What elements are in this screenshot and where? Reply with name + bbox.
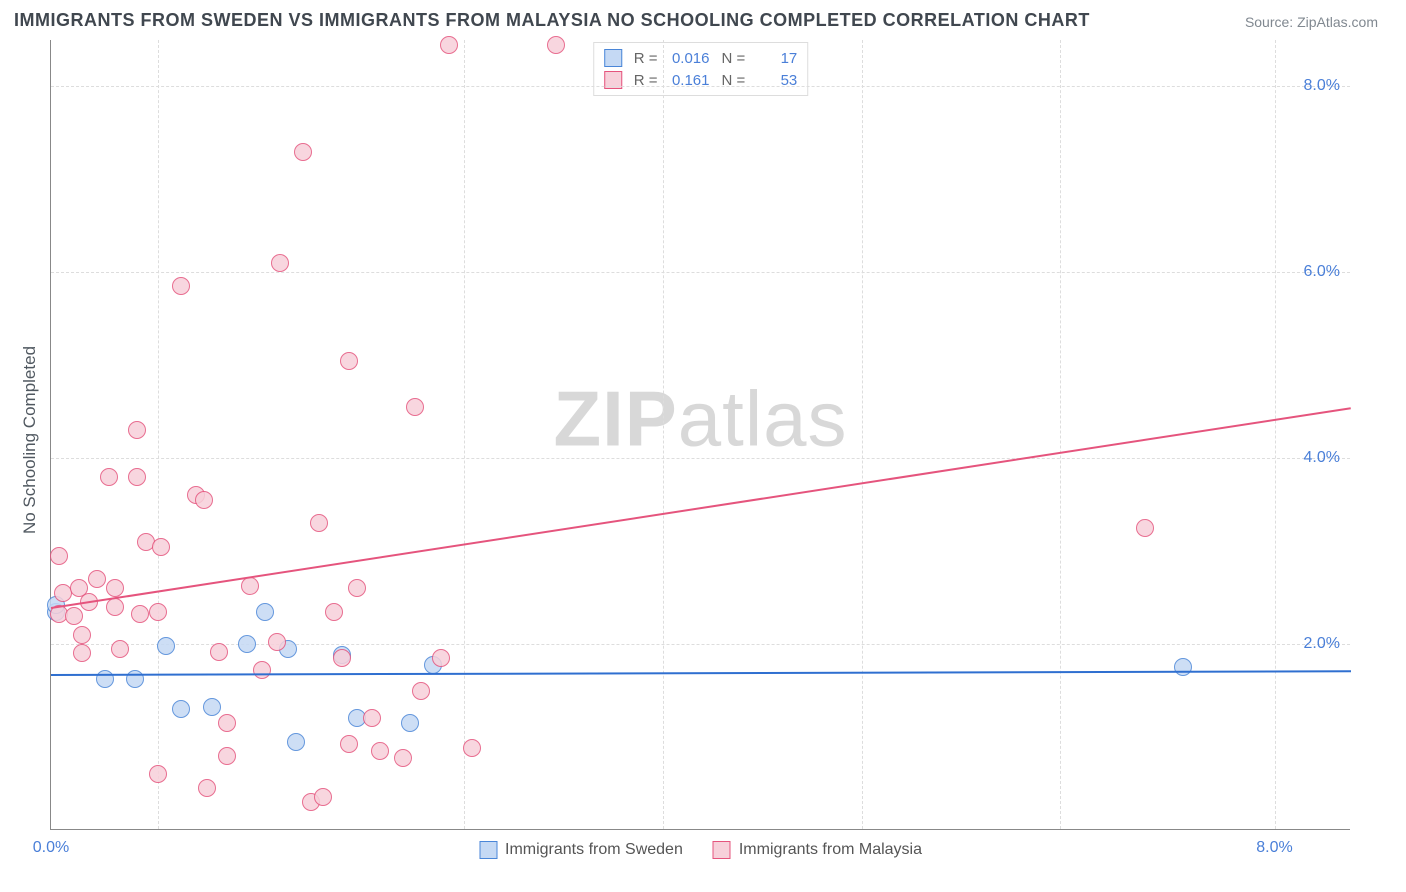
- data-point-malaysia: [73, 644, 91, 662]
- y-tick-label: 6.0%: [1304, 263, 1340, 281]
- plot-area: ZIPatlas R = 0.016 N = 17 R = 0.161 N = …: [50, 40, 1350, 830]
- legend-label: Immigrants from Sweden: [505, 841, 683, 859]
- data-point-malaysia: [271, 254, 289, 272]
- chart-title: IMMIGRANTS FROM SWEDEN VS IMMIGRANTS FRO…: [14, 10, 1090, 31]
- watermark-zip: ZIP: [553, 374, 677, 462]
- correlation-chart: IMMIGRANTS FROM SWEDEN VS IMMIGRANTS FRO…: [0, 0, 1406, 892]
- data-point-malaysia: [440, 36, 458, 54]
- data-point-malaysia: [218, 747, 236, 765]
- data-point-malaysia: [325, 603, 343, 621]
- data-point-sweden: [256, 603, 274, 621]
- source-label: Source: ZipAtlas.com: [1245, 14, 1378, 30]
- data-point-malaysia: [172, 277, 190, 295]
- data-point-malaysia: [106, 598, 124, 616]
- data-point-malaysia: [412, 682, 430, 700]
- trend-line-malaysia: [51, 407, 1351, 609]
- data-point-malaysia: [241, 577, 259, 595]
- data-point-malaysia: [210, 643, 228, 661]
- data-point-malaysia: [363, 709, 381, 727]
- data-point-malaysia: [149, 765, 167, 783]
- data-point-malaysia: [314, 788, 332, 806]
- y-tick-label: 2.0%: [1304, 635, 1340, 653]
- grid-line-v: [862, 40, 863, 829]
- data-point-sweden: [238, 635, 256, 653]
- legend-row-sweden: R = 0.016 N = 17: [604, 47, 798, 69]
- data-point-sweden: [203, 698, 221, 716]
- data-point-malaysia: [371, 742, 389, 760]
- swatch-malaysia: [713, 841, 731, 859]
- legend-row-malaysia: R = 0.161 N = 53: [604, 69, 798, 91]
- data-point-malaysia: [310, 514, 328, 532]
- data-point-malaysia: [348, 579, 366, 597]
- grid-line-v: [158, 40, 159, 829]
- r-label: R =: [634, 50, 658, 67]
- data-point-malaysia: [50, 547, 68, 565]
- legend-series: Immigrants from Sweden Immigrants from M…: [479, 841, 922, 859]
- x-tick-label: 0.0%: [33, 839, 69, 857]
- data-point-malaysia: [111, 640, 129, 658]
- data-point-malaysia: [88, 570, 106, 588]
- grid-line-v: [663, 40, 664, 829]
- data-point-malaysia: [406, 398, 424, 416]
- swatch-sweden: [604, 49, 622, 67]
- swatch-sweden: [479, 841, 497, 859]
- grid-line-v: [1275, 40, 1276, 829]
- data-point-malaysia: [106, 579, 124, 597]
- y-axis-title: No Schooling Completed: [20, 346, 40, 534]
- data-point-sweden: [401, 714, 419, 732]
- r-value-sweden: 0.016: [666, 50, 710, 67]
- x-tick-label: 8.0%: [1256, 839, 1292, 857]
- data-point-malaysia: [268, 633, 286, 651]
- data-point-sweden: [157, 637, 175, 655]
- data-point-malaysia: [131, 605, 149, 623]
- data-point-malaysia: [432, 649, 450, 667]
- watermark: ZIPatlas: [553, 373, 847, 464]
- watermark-atlas: atlas: [678, 374, 848, 462]
- grid-line-v: [1060, 40, 1061, 829]
- legend-stats: R = 0.016 N = 17 R = 0.161 N = 53: [593, 42, 809, 96]
- n-label: N =: [722, 50, 746, 67]
- data-point-sweden: [172, 700, 190, 718]
- data-point-malaysia: [128, 421, 146, 439]
- data-point-malaysia: [73, 626, 91, 644]
- grid-line-h: [51, 86, 1350, 87]
- legend-label: Immigrants from Malaysia: [739, 841, 922, 859]
- data-point-sweden: [287, 733, 305, 751]
- n-value-sweden: 17: [753, 50, 797, 67]
- grid-line-h: [51, 272, 1350, 273]
- data-point-malaysia: [128, 468, 146, 486]
- data-point-malaysia: [333, 649, 351, 667]
- y-tick-label: 8.0%: [1304, 77, 1340, 95]
- data-point-malaysia: [340, 352, 358, 370]
- trend-line-sweden: [51, 670, 1351, 676]
- data-point-malaysia: [152, 538, 170, 556]
- y-tick-label: 4.0%: [1304, 449, 1340, 467]
- grid-line-v: [464, 40, 465, 829]
- data-point-malaysia: [294, 143, 312, 161]
- data-point-malaysia: [195, 491, 213, 509]
- data-point-malaysia: [1136, 519, 1154, 537]
- data-point-malaysia: [100, 468, 118, 486]
- data-point-malaysia: [149, 603, 167, 621]
- data-point-malaysia: [65, 607, 83, 625]
- data-point-malaysia: [547, 36, 565, 54]
- legend-item-sweden: Immigrants from Sweden: [479, 841, 683, 859]
- grid-line-h: [51, 458, 1350, 459]
- data-point-malaysia: [340, 735, 358, 753]
- data-point-sweden: [1174, 658, 1192, 676]
- data-point-malaysia: [198, 779, 216, 797]
- data-point-malaysia: [253, 661, 271, 679]
- legend-item-malaysia: Immigrants from Malaysia: [713, 841, 922, 859]
- data-point-malaysia: [394, 749, 412, 767]
- data-point-malaysia: [218, 714, 236, 732]
- data-point-malaysia: [463, 739, 481, 757]
